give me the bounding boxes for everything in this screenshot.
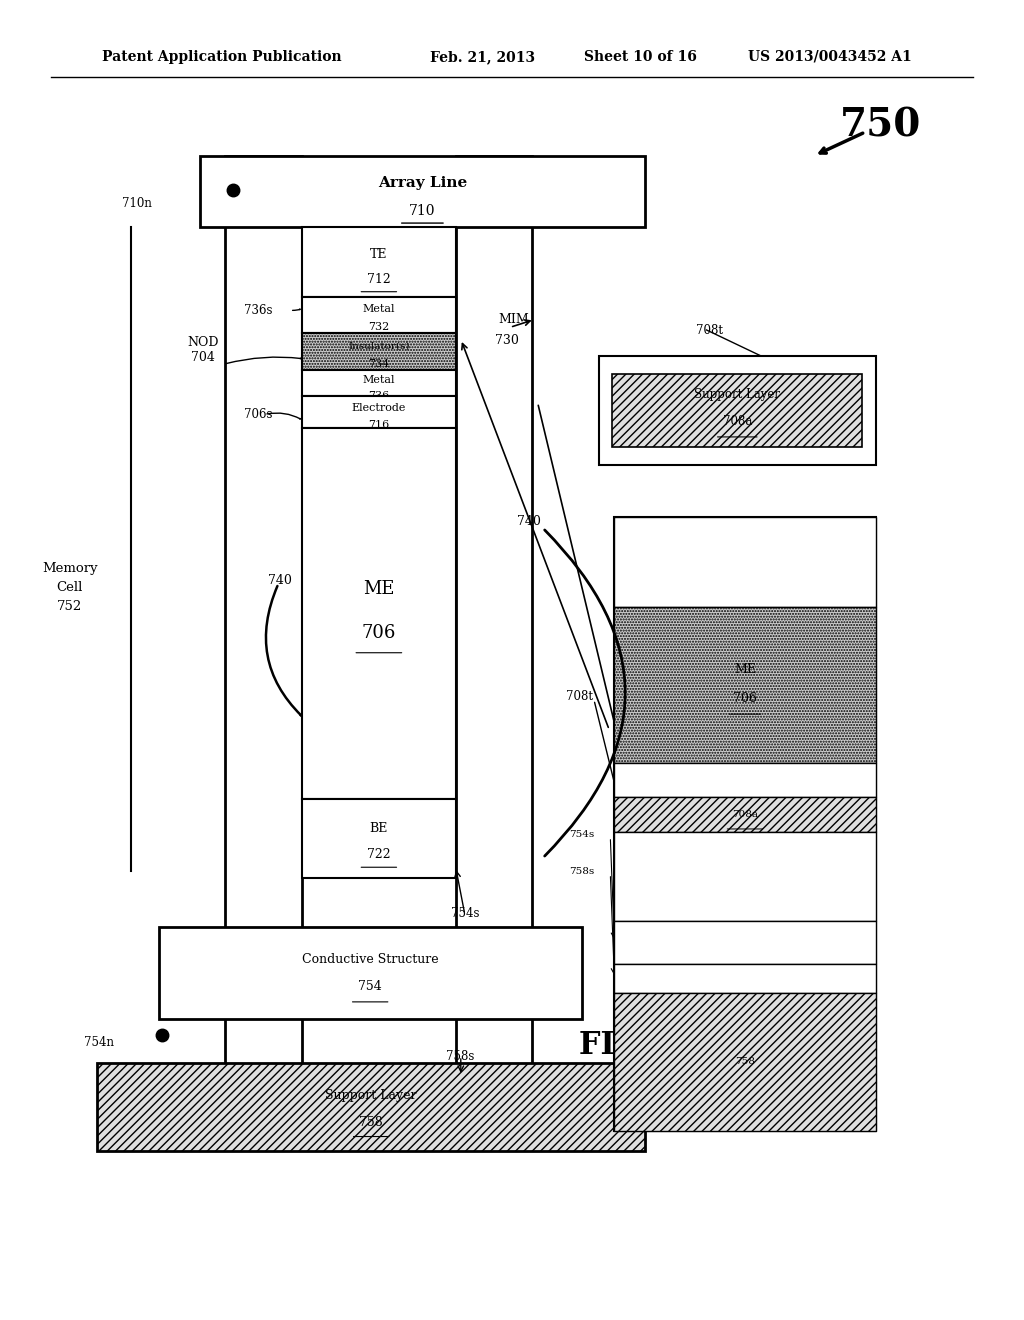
Bar	[614, 517, 876, 1131]
Text: 706s: 706s	[244, 408, 272, 421]
Text: 754s: 754s	[569, 830, 595, 838]
Text: 736: 736	[369, 391, 389, 401]
Text: BE: BE	[370, 822, 388, 836]
Text: BE: BE	[737, 932, 753, 942]
Text: Patent Application Publication: Patent Application Publication	[102, 50, 342, 63]
Bar	[97, 1063, 645, 1151]
Text: 758s: 758s	[446, 1049, 475, 1063]
Bar	[302, 227, 456, 297]
Text: 758s: 758s	[569, 867, 595, 875]
Text: 710n: 710n	[122, 197, 152, 210]
Text: 732: 732	[369, 322, 389, 333]
Bar	[614, 763, 876, 797]
Bar	[614, 517, 876, 607]
Text: TE: TE	[370, 248, 388, 261]
Text: Feb. 21, 2013: Feb. 21, 2013	[430, 50, 536, 63]
Text: Electrode: Electrode	[351, 403, 407, 413]
Text: 754s: 754s	[451, 907, 479, 920]
Text: Array Line: Array Line	[378, 177, 467, 190]
Bar	[614, 797, 876, 832]
Text: 712: 712	[367, 273, 391, 286]
Bar	[302, 396, 456, 428]
Text: NOD
704: NOD 704	[187, 335, 218, 364]
Text: 708t: 708t	[566, 690, 593, 704]
FancyArrowPatch shape	[545, 529, 626, 857]
FancyArrowPatch shape	[266, 586, 301, 715]
Text: 704: 704	[734, 892, 756, 903]
Bar	[614, 993, 876, 1131]
FancyArrowPatch shape	[226, 358, 301, 363]
Text: Support Layer: Support Layer	[694, 388, 780, 401]
Text: Metal: Metal	[362, 304, 395, 314]
Bar	[599, 356, 876, 465]
Text: 712: 712	[734, 578, 756, 589]
Text: Sheet 10 of 16: Sheet 10 of 16	[584, 50, 696, 63]
Text: 716: 716	[735, 776, 755, 784]
Text: 750: 750	[840, 107, 921, 144]
Text: 736s: 736s	[244, 304, 272, 317]
Text: 754n: 754n	[84, 1036, 114, 1049]
Text: 740: 740	[268, 574, 292, 587]
Bar	[614, 964, 876, 993]
Bar	[614, 832, 876, 921]
Text: 734: 734	[369, 359, 389, 370]
Text: Memory
Cell
752: Memory Cell 752	[42, 562, 97, 612]
Text: FIG. 7B: FIG. 7B	[579, 1030, 708, 1061]
Text: 722: 722	[734, 950, 756, 961]
Text: 754: 754	[358, 979, 382, 993]
Text: 758: 758	[359, 1115, 383, 1129]
Text: 706: 706	[361, 624, 396, 642]
Text: Conductive Structure: Conductive Structure	[302, 953, 438, 966]
FancyArrowPatch shape	[267, 413, 300, 418]
Bar	[302, 799, 456, 878]
Bar	[200, 156, 645, 227]
Text: Support Layer: Support Layer	[326, 1089, 417, 1102]
Text: 758: 758	[735, 1057, 755, 1067]
Bar	[302, 297, 456, 333]
Bar	[614, 607, 876, 763]
Text: 724: 724	[735, 974, 755, 982]
Text: MIM: MIM	[499, 313, 529, 326]
Bar	[302, 333, 456, 370]
Text: 730: 730	[495, 334, 518, 347]
Text: 708t: 708t	[696, 323, 723, 337]
Text: 708a: 708a	[732, 810, 758, 818]
Text: TE: TE	[737, 553, 753, 564]
Text: 740: 740	[517, 515, 541, 528]
Text: ME: ME	[364, 581, 394, 598]
Text: 710: 710	[410, 205, 435, 218]
Bar	[302, 428, 456, 799]
Text: 716: 716	[369, 420, 389, 430]
Text: Metal: Metal	[362, 375, 395, 385]
Bar	[614, 921, 876, 964]
Bar	[225, 156, 302, 1085]
Text: 722: 722	[367, 847, 391, 861]
Text: NOD: NOD	[731, 866, 759, 876]
Text: 706: 706	[733, 692, 757, 705]
Bar	[456, 156, 532, 1085]
Text: US 2013/0043452 A1: US 2013/0043452 A1	[748, 50, 911, 63]
Text: ME: ME	[734, 663, 756, 676]
Bar	[612, 374, 862, 447]
Bar	[302, 370, 456, 396]
Bar	[159, 927, 582, 1019]
Text: 708a: 708a	[723, 414, 752, 428]
Text: Insulator(s): Insulator(s)	[348, 342, 410, 350]
